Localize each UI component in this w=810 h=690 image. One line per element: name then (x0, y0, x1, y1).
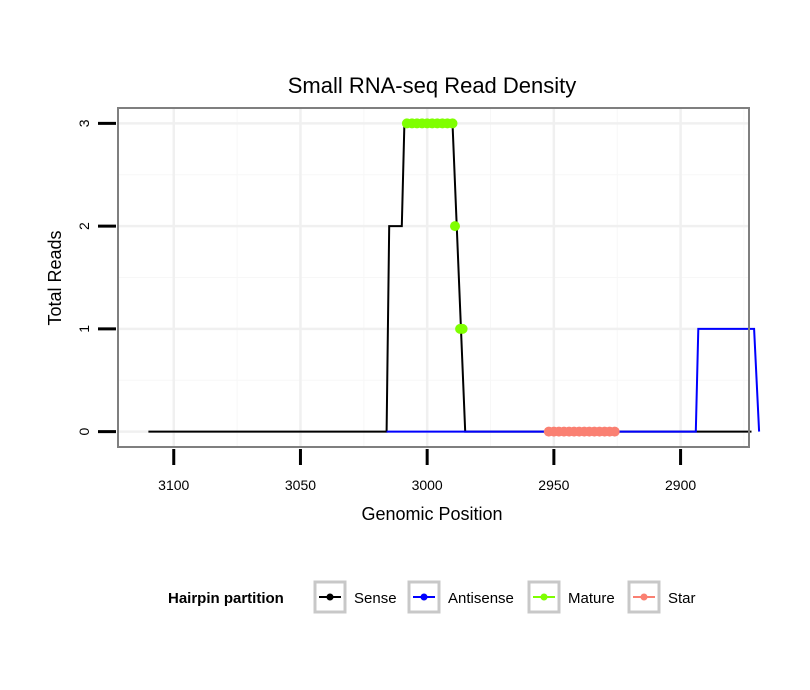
plot-border (117, 107, 750, 448)
x-tick-label: 2900 (665, 477, 696, 493)
legend-key-dot-mature (540, 593, 548, 601)
data-point-mature (457, 323, 468, 334)
legend-label-antisense: Antisense (448, 590, 514, 607)
x-axis: 3100 3050 3000 2950 2900 (158, 449, 696, 493)
y-tick-label: 3 (76, 119, 92, 127)
legend: Hairpin partition Sense Antisense Mature St… (168, 580, 696, 614)
legend-item-antisense: Antisense (407, 580, 514, 614)
data-point-mature (450, 221, 460, 232)
series-line-sense (148, 122, 752, 433)
legend-item-star: Star (627, 580, 696, 614)
legend-key-dot-sense (326, 593, 334, 601)
x-tick-label: 3100 (158, 477, 189, 493)
data-point-star (609, 426, 620, 437)
x-tick-label: 2950 (538, 477, 569, 493)
y-tick-label: 1 (76, 325, 92, 333)
legend-label-star: Star (668, 590, 696, 607)
x-axis-label: Genomic Position (361, 504, 502, 524)
x-tick-label: 3000 (412, 477, 443, 493)
y-axis-label: Total Reads (45, 230, 65, 325)
legend-item-mature: Mature (527, 580, 615, 614)
x-tick-label: 3050 (285, 477, 316, 493)
series-line-antisense (386, 327, 761, 433)
legend-key-dot-antisense (420, 593, 428, 601)
y-axis: 0 1 2 3 (76, 119, 116, 435)
legend-label-sense: Sense (354, 590, 397, 607)
legend-key-dot-star (640, 593, 648, 601)
y-tick-label: 0 (76, 427, 92, 435)
y-tick-label: 2 (76, 222, 92, 230)
series-layer (148, 118, 761, 437)
legend-title: Hairpin partition (168, 590, 284, 607)
legend-item-sense: Sense (313, 580, 397, 614)
data-point-mature (447, 118, 458, 129)
chart-title: Small RNA-seq Read Density (288, 73, 577, 98)
legend-label-mature: Mature (568, 590, 615, 607)
